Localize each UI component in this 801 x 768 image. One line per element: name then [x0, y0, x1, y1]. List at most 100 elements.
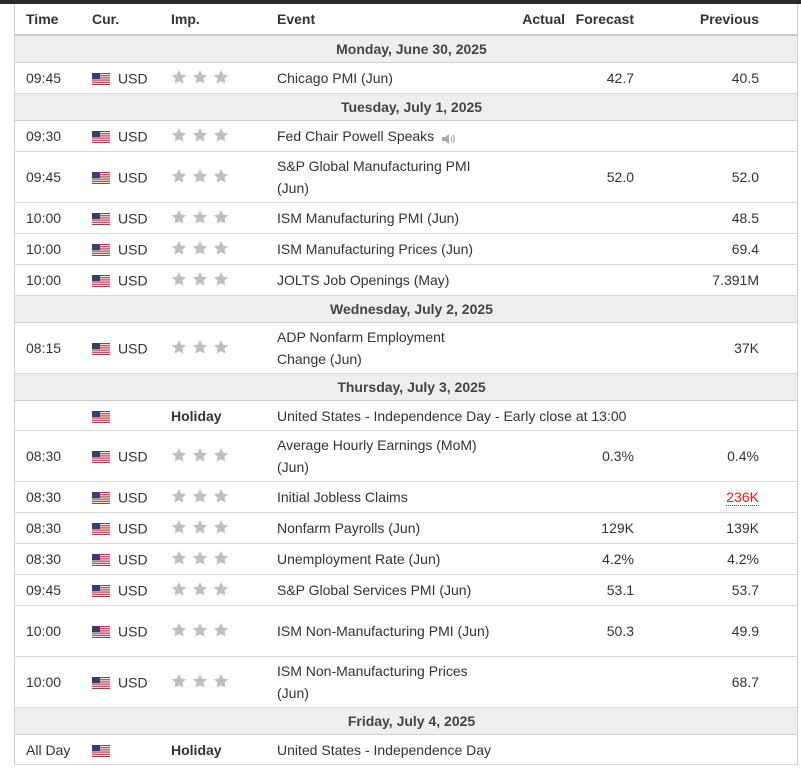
event-cell[interactable]: ISM Non-Manufacturing PMI (Jun)	[277, 605, 501, 657]
us-flag-icon	[92, 491, 110, 504]
currency-code: USD	[118, 241, 148, 258]
event-time: 10:00	[14, 264, 92, 296]
event-time: All Day	[14, 734, 92, 765]
holiday-label: Holiday	[171, 400, 277, 431]
importance-stars	[171, 209, 234, 228]
header-importance[interactable]: Imp.	[171, 4, 277, 36]
currency-cell: USD	[92, 543, 171, 575]
event-row[interactable]: 08:30 USD Nonfarm Payrolls (Jun) 129K 139K	[14, 512, 797, 544]
holiday-row[interactable]: Holiday United States - Independence Day …	[14, 400, 797, 431]
header-forecast[interactable]: Forecast	[565, 4, 654, 36]
holiday-row[interactable]: All Day Holiday United States - Independen…	[14, 734, 797, 765]
event-row[interactable]: 10:00 USD ISM Non-Manufacturing PMI (Jun) 5…	[14, 605, 797, 657]
event-row[interactable]: 08:30 USD Average Hourly Earnings (MoM) (J…	[14, 430, 797, 482]
event-cell[interactable]: Average Hourly Earnings (MoM) (Jun)	[277, 430, 501, 482]
event-cell[interactable]: Fed Chair Powell Speaks	[277, 120, 501, 152]
actual-value	[501, 656, 565, 708]
event-name[interactable]: ISM Manufacturing Prices (Jun)	[277, 241, 474, 257]
currency-cell: USD	[92, 120, 171, 152]
star-icon	[192, 673, 208, 689]
event-name[interactable]: Average Hourly Earnings (MoM) (Jun)	[277, 437, 477, 475]
event-cell[interactable]: ISM Manufacturing Prices (Jun)	[277, 233, 501, 265]
forecast-value: 129K	[565, 512, 654, 544]
currency-code: USD	[118, 674, 148, 691]
event-name[interactable]: S&P Global Manufacturing PMI (Jun)	[277, 158, 471, 196]
event-row[interactable]: 09:45 USD S&P Global Manufacturing PMI (Ju…	[14, 151, 797, 203]
event-cell[interactable]: S&P Global Services PMI (Jun)	[277, 574, 501, 606]
forecast-value	[565, 264, 654, 296]
event-cell[interactable]: ADP Nonfarm Employment Change (Jun)	[277, 322, 501, 374]
star-icon	[171, 339, 187, 355]
date-label: Monday, June 30, 2025	[14, 35, 797, 63]
us-flag-icon	[92, 676, 110, 689]
event-row[interactable]: 09:45 USD Chicago PMI (Jun) 42.7 40.5	[14, 62, 797, 94]
event-name[interactable]: ISM Manufacturing PMI (Jun)	[277, 210, 460, 226]
header-previous[interactable]: Previous	[654, 4, 761, 36]
actual-value	[501, 151, 565, 203]
event-row[interactable]: 10:00 USD ISM Non-Manufacturing Prices (Ju…	[14, 656, 797, 708]
previous-value: 7.391M	[712, 272, 759, 288]
actual-value	[501, 543, 565, 575]
event-cell[interactable]: S&P Global Manufacturing PMI (Jun)	[277, 151, 501, 203]
event-row[interactable]: 10:00 USD ISM Manufacturing PMI (Jun) 48.5	[14, 202, 797, 234]
currency-cell: USD	[92, 512, 171, 544]
header-event[interactable]: Event	[277, 4, 501, 36]
previous-value: 48.5	[731, 210, 759, 226]
date-row: Thursday, July 3, 2025	[14, 373, 797, 401]
star-icon	[213, 622, 229, 638]
importance-cell	[171, 512, 277, 544]
event-row[interactable]: 09:45 USD S&P Global Services PMI (Jun) 53.…	[14, 574, 797, 606]
star-icon	[171, 271, 187, 287]
currency-code: USD	[118, 551, 148, 568]
event-name[interactable]: Unemployment Rate (Jun)	[277, 551, 441, 567]
previous-value: 68.7	[731, 674, 759, 690]
event-time: 10:00	[14, 605, 92, 657]
event-row[interactable]: 10:00 USD ISM Manufacturing Prices (Jun) 69…	[14, 233, 797, 265]
event-cell[interactable]: JOLTS Job Openings (May)	[277, 264, 501, 296]
us-flag-icon	[92, 171, 110, 184]
event-name[interactable]: Fed Chair Powell Speaks	[277, 128, 435, 144]
star-icon	[192, 168, 208, 184]
event-row[interactable]: 08:30 USD Unemployment Rate (Jun) 4.2% 4.2%	[14, 543, 797, 575]
previous-cell: 52.0	[654, 151, 761, 203]
event-cell[interactable]: Chicago PMI (Jun)	[277, 62, 501, 94]
previous-value[interactable]: 236K	[726, 489, 759, 506]
event-name[interactable]: JOLTS Job Openings (May)	[277, 272, 450, 288]
importance-stars	[171, 339, 234, 358]
date-label: Friday, July 4, 2025	[14, 707, 797, 735]
currency-cell: USD	[92, 430, 171, 482]
star-icon	[192, 622, 208, 638]
event-cell[interactable]: ISM Non-Manufacturing Prices (Jun)	[277, 656, 501, 708]
us-flag-icon	[92, 410, 110, 423]
importance-stars	[171, 622, 234, 641]
event-name[interactable]: ADP Nonfarm Employment Change (Jun)	[277, 329, 445, 367]
event-name[interactable]: S&P Global Services PMI (Jun)	[277, 582, 472, 598]
event-name[interactable]: ISM Non-Manufacturing PMI (Jun)	[277, 623, 490, 639]
event-row[interactable]: 08:15 USD ADP Nonfarm Employment Change (J…	[14, 322, 797, 374]
header-currency[interactable]: Cur.	[92, 4, 171, 36]
event-name[interactable]: ISM Non-Manufacturing Prices (Jun)	[277, 663, 468, 701]
previous-value: 69.4	[731, 241, 759, 257]
currency-code: USD	[118, 623, 148, 640]
header-actual[interactable]: Actual	[501, 4, 565, 36]
us-flag-icon	[92, 342, 110, 355]
event-cell[interactable]: Unemployment Rate (Jun)	[277, 543, 501, 575]
previous-value: 53.7	[731, 582, 759, 598]
speaker-icon[interactable]	[440, 130, 456, 145]
event-row[interactable]: 09:30 USD Fed Chair Powell Speaks	[14, 120, 797, 152]
forecast-value	[565, 322, 654, 374]
currency-code: USD	[118, 489, 148, 506]
event-name[interactable]: Initial Jobless Claims	[277, 489, 408, 505]
event-row[interactable]: 10:00 USD JOLTS Job Openings (May) 7.391M	[14, 264, 797, 296]
event-name[interactable]: Chicago PMI (Jun)	[277, 70, 393, 86]
importance-stars	[171, 488, 234, 507]
previous-cell: 0.4%	[654, 430, 761, 482]
event-cell[interactable]: Initial Jobless Claims	[277, 481, 501, 513]
event-row[interactable]: 08:30 USD Initial Jobless Claims 236K	[14, 481, 797, 513]
event-cell[interactable]: ISM Manufacturing PMI (Jun)	[277, 202, 501, 234]
star-icon	[192, 271, 208, 287]
header-time[interactable]: Time	[14, 4, 92, 36]
previous-cell: 68.7	[654, 656, 761, 708]
event-name[interactable]: Nonfarm Payrolls (Jun)	[277, 520, 421, 536]
event-cell[interactable]: Nonfarm Payrolls (Jun)	[277, 512, 501, 544]
